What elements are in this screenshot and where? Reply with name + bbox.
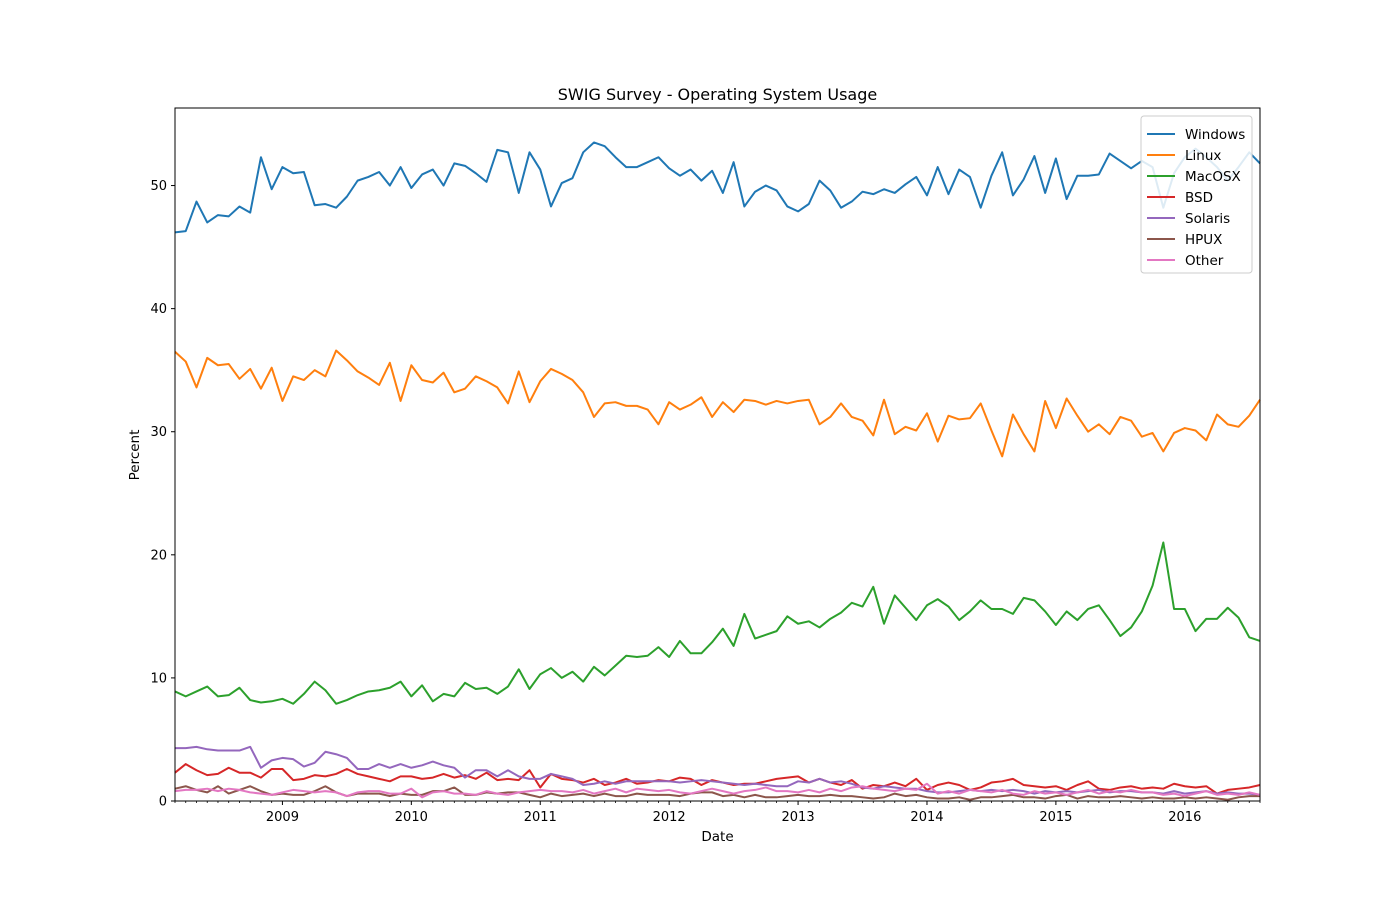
x-tick-label: 2009 [266, 810, 299, 825]
legend-label: BSD [1185, 190, 1213, 206]
x-tick-label: 2010 [395, 810, 428, 825]
y-tick-label: 10 [150, 671, 167, 686]
series-line-windows [174, 141, 1261, 234]
series-line-linux [174, 349, 1261, 458]
x-tick-label: 2011 [524, 810, 557, 825]
legend-label: MacOSX [1185, 169, 1241, 185]
x-tick-label: 2015 [1039, 810, 1072, 825]
y-tick-label: 50 [150, 179, 167, 194]
chart-title: SWIG Survey - Operating System Usage [558, 85, 877, 104]
y-tick-label: 0 [159, 795, 167, 810]
x-tick-label: 2014 [910, 810, 943, 825]
plot-area-background [175, 108, 1260, 801]
legend-label: HPUX [1185, 232, 1222, 248]
x-axis-label: Date [701, 829, 733, 845]
x-tick-label: 2012 [653, 810, 686, 825]
legend-label: Other [1185, 253, 1224, 269]
series-line-macosx [174, 541, 1261, 705]
x-tick-label: 2013 [782, 810, 815, 825]
tick-layer: 0 10 20 30 40 50 2009 2010 2011 2012 2013 2014 2015 2… [150, 179, 1261, 825]
x-tick-label: 2016 [1168, 810, 1201, 825]
series-line-other [174, 782, 1261, 799]
legend-label: Solaris [1185, 211, 1230, 227]
plot-area-frame [174, 107, 1261, 802]
legend: Windows Linux MacOSX BSD Solaris HPUX Other [1140, 115, 1253, 274]
y-axis-label: Percent [127, 430, 143, 481]
y-tick-label: 40 [150, 302, 167, 317]
legend-label: Windows [1185, 127, 1245, 143]
series-layer [174, 141, 1261, 801]
legend-label: Linux [1185, 148, 1221, 164]
y-tick-label: 20 [150, 548, 167, 563]
y-tick-label: 30 [150, 425, 167, 440]
